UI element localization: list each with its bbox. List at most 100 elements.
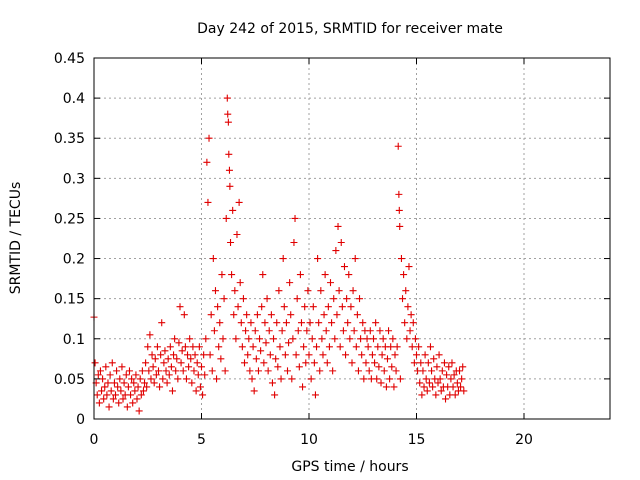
data-point <box>358 351 366 359</box>
data-point <box>276 343 284 351</box>
y-axis-label: SRMTID / TECUs <box>8 182 24 295</box>
data-point <box>286 279 294 287</box>
data-point <box>401 319 409 327</box>
data-point <box>383 355 391 363</box>
data-point <box>213 375 221 383</box>
data-points <box>90 94 468 415</box>
data-point <box>294 327 302 335</box>
data-point <box>161 347 169 355</box>
data-point <box>196 383 204 391</box>
data-point <box>443 371 451 379</box>
data-point <box>310 359 318 367</box>
data-point <box>408 343 416 351</box>
data-point <box>115 399 123 407</box>
data-point <box>191 351 199 359</box>
data-point <box>216 319 224 327</box>
data-point <box>223 94 231 102</box>
data-point <box>122 371 130 379</box>
data-point <box>393 343 401 351</box>
data-point <box>404 303 412 311</box>
data-point <box>348 359 356 367</box>
data-point <box>170 351 178 359</box>
data-point <box>299 383 307 391</box>
data-point <box>203 158 211 166</box>
data-point <box>271 391 279 399</box>
data-point <box>268 379 276 387</box>
data-point <box>263 295 271 303</box>
y-tick-label: 0.4 <box>63 91 85 107</box>
data-point <box>124 383 132 391</box>
y-tick-label: 0.35 <box>54 131 85 147</box>
x-tick-label: 20 <box>515 432 533 448</box>
data-point <box>225 166 233 174</box>
x-tick-label: 10 <box>300 432 318 448</box>
x-tick-label: 0 <box>90 432 99 448</box>
data-point <box>425 379 433 387</box>
data-point <box>156 383 164 391</box>
data-point <box>325 343 333 351</box>
data-point <box>302 359 310 367</box>
data-point <box>250 387 258 395</box>
data-point <box>233 230 241 238</box>
data-point <box>438 367 446 375</box>
y-tick-label: 0.15 <box>54 292 85 308</box>
data-point <box>165 371 173 379</box>
data-point <box>135 407 143 415</box>
data-point <box>323 359 331 367</box>
data-point <box>114 383 122 391</box>
data-point <box>164 355 172 363</box>
data-point <box>220 295 228 303</box>
data-point <box>234 303 242 311</box>
data-point <box>290 239 298 247</box>
data-point <box>181 343 189 351</box>
data-point <box>172 367 180 375</box>
data-point <box>163 379 171 387</box>
data-point <box>237 319 245 327</box>
data-point <box>235 198 243 206</box>
data-point <box>436 375 444 383</box>
y-tick-label: 0.2 <box>63 252 85 268</box>
data-point <box>330 295 338 303</box>
data-point <box>453 379 461 387</box>
data-point <box>244 351 252 359</box>
data-point <box>360 375 368 383</box>
data-point <box>231 287 239 295</box>
data-point <box>144 343 152 351</box>
data-point <box>119 395 127 403</box>
data-point <box>363 335 371 343</box>
data-point <box>391 351 399 359</box>
data-point <box>395 190 403 198</box>
data-point <box>146 331 154 339</box>
data-point <box>293 295 301 303</box>
data-point <box>377 379 385 387</box>
data-point <box>313 343 321 351</box>
data-point <box>324 303 332 311</box>
data-point <box>227 239 235 247</box>
data-point <box>416 379 424 387</box>
data-point <box>300 343 308 351</box>
data-point <box>129 399 137 407</box>
data-point <box>151 355 159 363</box>
data-point <box>106 371 114 379</box>
x-tick-label: 5 <box>197 432 206 448</box>
data-point <box>380 367 388 375</box>
data-point <box>190 367 198 375</box>
data-point <box>132 371 140 379</box>
data-point <box>241 359 248 367</box>
data-point <box>409 319 417 327</box>
data-point <box>253 311 261 319</box>
data-point <box>157 351 165 359</box>
data-point <box>282 319 290 327</box>
data-point <box>177 359 185 367</box>
data-point <box>434 379 442 387</box>
data-point <box>342 351 350 359</box>
data-point <box>397 255 405 263</box>
data-point <box>202 335 210 343</box>
data-point <box>340 263 348 271</box>
data-point <box>259 271 267 279</box>
data-point <box>133 395 141 403</box>
data-point <box>458 375 466 383</box>
data-point <box>410 359 418 367</box>
axis-ticks: 0 0.05 0.1 0.15 0.2 0.25 0.3 0.35 0.4 0.45 0 5 10 15 2… <box>54 51 610 448</box>
